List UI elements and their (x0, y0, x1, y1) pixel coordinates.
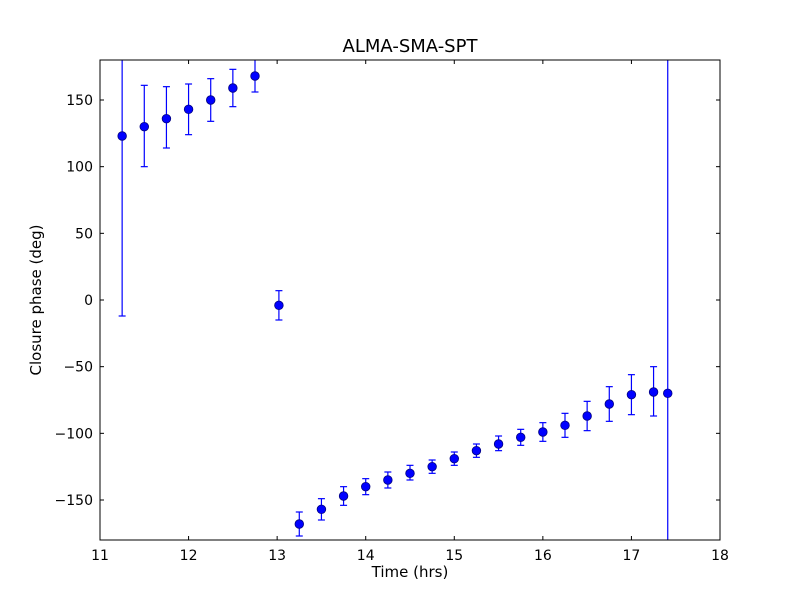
x-tick-label: 14 (357, 548, 375, 564)
x-tick-label: 18 (711, 548, 729, 564)
data-point (383, 475, 393, 485)
data-point (449, 453, 459, 464)
data-point (663, 388, 673, 399)
data-point (294, 519, 304, 529)
data-point (316, 504, 327, 515)
data-point (338, 491, 349, 501)
data-point (471, 445, 482, 456)
y-tick-label: −100 (55, 426, 93, 442)
y-tick-label: 100 (66, 160, 93, 176)
x-tick-label: 17 (623, 548, 641, 564)
y-axis-ticks: −150 −100 −50 0 50 100 150 (55, 93, 720, 509)
errorbar (118, 60, 126, 317)
data-point (626, 389, 637, 400)
data-point (560, 420, 570, 431)
data-point (405, 468, 415, 479)
y-axis-label: Closure phase (deg) (27, 225, 45, 376)
x-axis-label: Time (hrs) (371, 563, 449, 581)
x-axis-ticks: 11 12 13 14 15 16 17 18 (91, 60, 729, 564)
x-tick-label: 15 (445, 548, 463, 564)
data-point (427, 461, 437, 472)
data-point (117, 131, 127, 141)
data-point (604, 399, 614, 409)
data-point (493, 439, 504, 449)
chart-title: ALMA-SMA-SPT (343, 36, 479, 57)
plot-area (100, 60, 720, 540)
x-tick-label: 11 (91, 548, 109, 564)
x-tick-label: 16 (534, 548, 552, 564)
y-tick-label: −50 (63, 360, 93, 376)
data-point (161, 113, 172, 124)
y-tick-label: 0 (84, 293, 93, 309)
data-point (538, 427, 548, 437)
y-tick-label: −150 (55, 493, 93, 509)
point-layer (117, 71, 673, 529)
x-tick-label: 12 (180, 548, 198, 564)
data-point (516, 432, 526, 443)
data-point (139, 121, 149, 132)
data-point (183, 104, 194, 115)
x-tick-label: 13 (268, 548, 286, 564)
data-point (206, 95, 216, 105)
data-point (228, 83, 238, 93)
y-tick-label: 50 (75, 226, 93, 242)
data-point (250, 71, 260, 81)
data-point (274, 300, 284, 311)
data-point (648, 387, 659, 397)
y-tick-label: 150 (66, 93, 93, 109)
data-point (361, 481, 371, 492)
data-point (582, 411, 592, 421)
